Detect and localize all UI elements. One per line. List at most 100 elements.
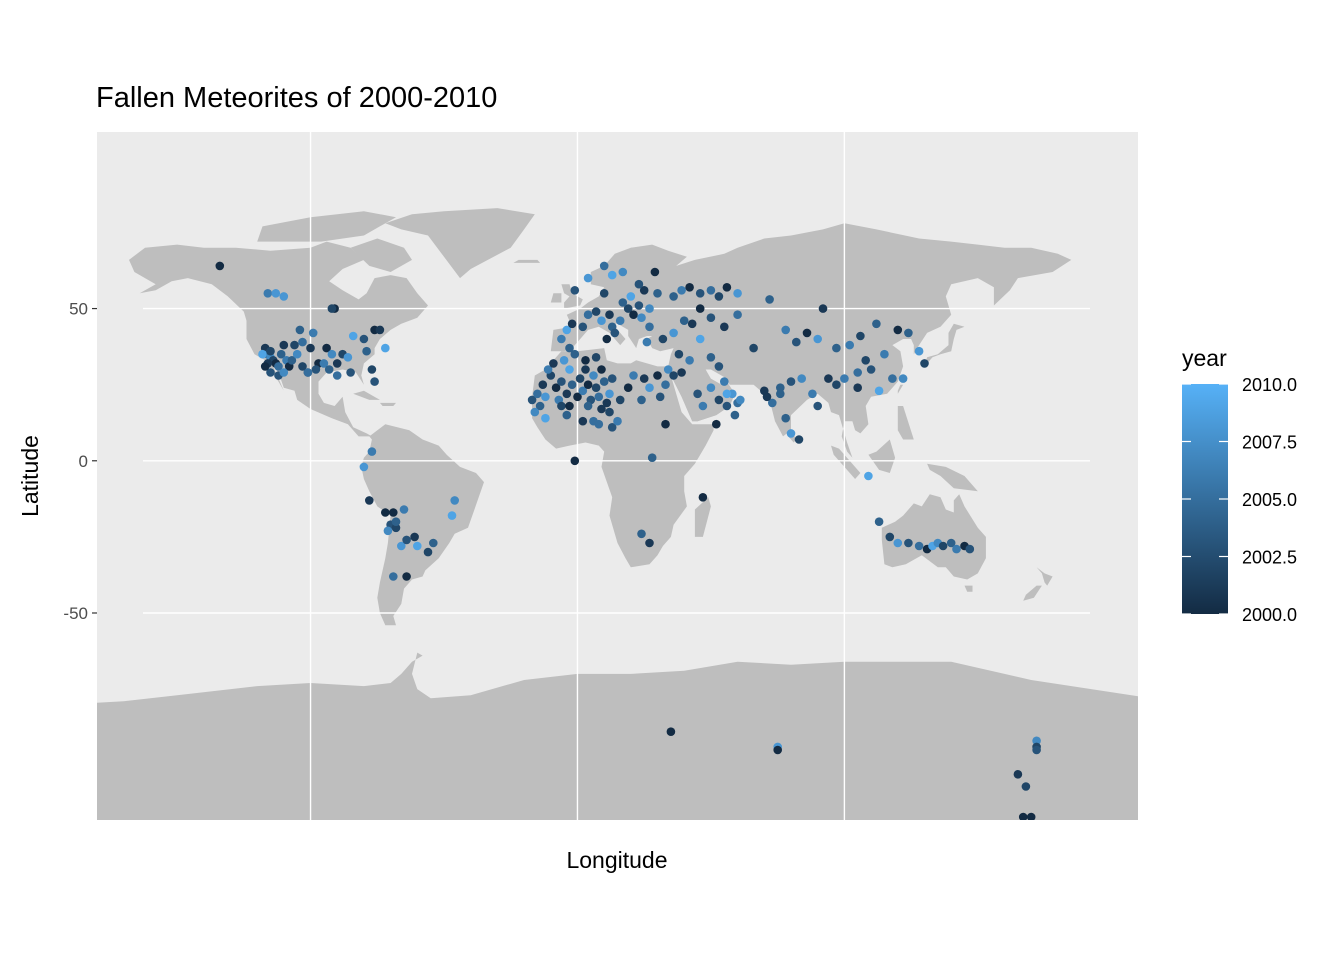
meteorite-point — [693, 389, 702, 399]
meteorite-point — [786, 429, 796, 438]
meteorite-point — [1026, 812, 1036, 820]
meteorite-point — [642, 337, 652, 347]
meteorite-point — [669, 371, 678, 380]
meteorite-point — [557, 401, 566, 411]
meteorite-point — [685, 356, 694, 365]
meteorite-point — [1021, 782, 1031, 791]
meteorite-point — [856, 331, 865, 341]
land-madagascar — [694, 497, 711, 537]
meteorite-point — [730, 410, 740, 420]
meteorite-point — [410, 532, 419, 542]
meteorite-point — [733, 289, 742, 298]
meteorite-point — [695, 289, 705, 298]
land-arctic-islands — [257, 211, 396, 242]
meteorite-point — [893, 325, 903, 335]
meteorite-point — [599, 261, 609, 271]
land-eurasia — [550, 223, 1072, 458]
meteorite-point — [343, 353, 353, 362]
meteorite-point — [623, 383, 633, 393]
x-axis-title: Longitude — [566, 847, 667, 873]
legend-label: 2010.0 — [1242, 375, 1297, 395]
meteorite-point — [429, 538, 438, 548]
meteorite-point — [706, 383, 716, 393]
meteorite-point — [706, 353, 716, 362]
meteorite-point — [549, 359, 558, 368]
meteorite-points — [215, 261, 1041, 820]
land-ireland — [550, 293, 562, 303]
meteorite-point — [663, 365, 673, 374]
meteorite-point — [645, 538, 654, 548]
legend-label: 2000.0 — [1242, 605, 1297, 625]
meteorite-point — [765, 295, 774, 304]
meteorite-point — [639, 374, 649, 383]
meteorite-point — [914, 541, 924, 551]
meteorite-point — [658, 334, 668, 344]
meteorite-point — [736, 395, 745, 405]
meteorite-point — [1018, 812, 1028, 820]
meteorite-point — [365, 496, 374, 505]
meteorite-point — [605, 389, 614, 399]
meteorite-point — [639, 286, 649, 295]
meteorite-point — [618, 298, 628, 307]
meteorite-point — [266, 368, 275, 377]
meteorite-point — [776, 383, 785, 393]
land-antarctica — [97, 652, 1138, 820]
meteorite-point — [655, 392, 665, 402]
meteorite-point — [599, 377, 609, 386]
meteorite-point — [888, 374, 897, 383]
meteorite-point — [578, 416, 588, 426]
meteorite-point — [597, 316, 606, 326]
meteorite-point — [904, 328, 913, 338]
meteorite-point — [391, 517, 401, 526]
meteorite-point — [695, 304, 705, 313]
meteorite-point — [607, 423, 617, 432]
meteorite-point — [653, 289, 662, 298]
meteorite-point — [530, 407, 540, 417]
meteorite-point — [381, 508, 390, 517]
meteorite-point — [712, 419, 721, 429]
meteorite-point — [669, 328, 678, 338]
meteorite-point — [274, 362, 283, 371]
land-scandinavia-north — [630, 247, 663, 263]
meteorite-point — [578, 386, 588, 396]
meteorite-point — [813, 401, 822, 411]
meteorite-point — [346, 368, 355, 377]
land-new-guinea — [927, 463, 978, 492]
meteorite-point — [567, 319, 577, 329]
land-sumatra — [831, 445, 861, 479]
meteorite-point — [607, 374, 617, 383]
meteorite-point — [1032, 745, 1041, 755]
meteorite-point — [562, 389, 572, 399]
meteorite-point — [573, 392, 582, 402]
meteorite-point — [287, 356, 297, 365]
meteorite-point — [853, 368, 862, 377]
meteorite-point — [332, 359, 342, 368]
meteorite-point — [677, 368, 686, 377]
meteorite-point — [786, 377, 796, 386]
meteorite-point — [295, 325, 305, 335]
meteorite-point — [840, 374, 849, 383]
meteorite-point — [292, 349, 302, 359]
meteorite-point — [311, 365, 321, 374]
meteorite-point — [610, 328, 620, 338]
land-baffin-island — [350, 238, 412, 272]
meteorite-point — [666, 727, 676, 736]
meteorite-point — [832, 380, 841, 390]
land-japan — [924, 323, 965, 367]
meteorite-point — [938, 541, 948, 551]
land-hispaniola — [379, 402, 396, 406]
land-greenland — [385, 208, 535, 279]
meteorite-point — [687, 319, 697, 329]
meteorite-point — [263, 289, 273, 298]
meteorite-point — [706, 313, 716, 323]
meteorite-point — [538, 380, 548, 390]
meteorite-point — [813, 334, 822, 344]
legend-label: 2005.0 — [1242, 490, 1297, 510]
meteorite-point — [773, 745, 782, 755]
meteorite-point — [559, 356, 569, 365]
meteorite-point — [578, 322, 588, 332]
meteorite-point — [714, 292, 724, 301]
meteorite-point — [914, 346, 924, 356]
meteorite-point — [602, 398, 612, 408]
